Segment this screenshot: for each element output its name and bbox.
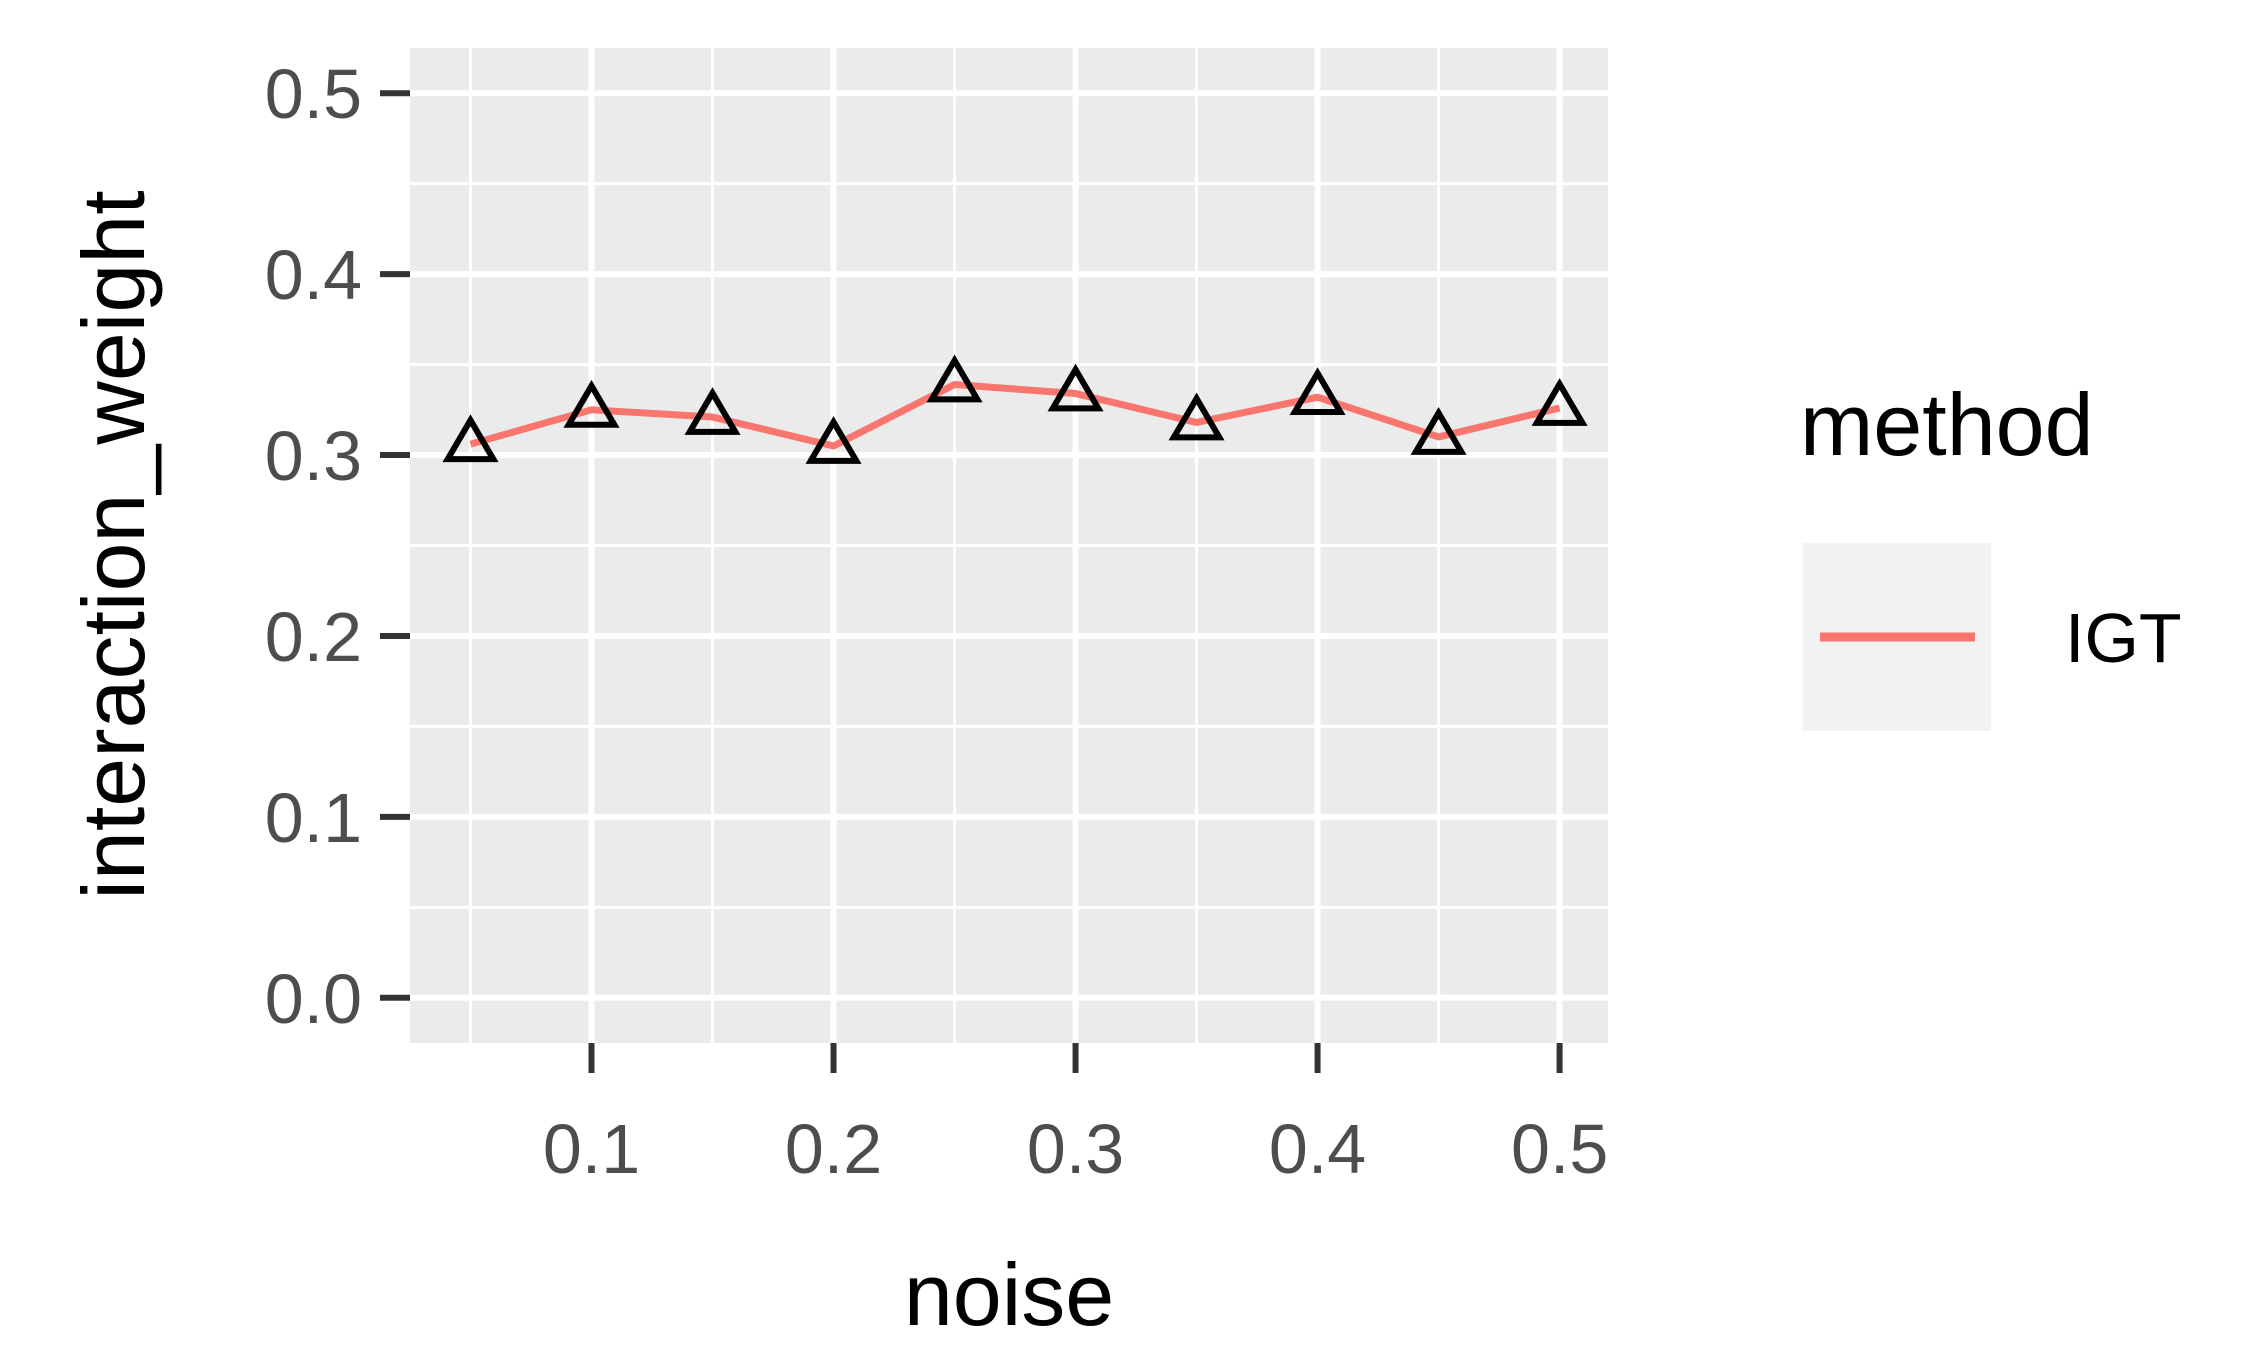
data-point bbox=[805, 416, 862, 464]
data-point bbox=[1410, 407, 1467, 455]
data-point bbox=[1289, 367, 1346, 416]
legend-title: method bbox=[1800, 375, 2094, 474]
legend-label: IGT bbox=[2065, 599, 2182, 677]
data-point bbox=[1047, 363, 1104, 412]
data-point bbox=[442, 414, 499, 463]
x-tick-label: 0.1 bbox=[543, 1110, 640, 1188]
x-tick-label: 0.3 bbox=[1027, 1110, 1124, 1188]
data-point bbox=[1168, 392, 1225, 441]
series-layer bbox=[442, 354, 1588, 464]
x-tick-label: 0.4 bbox=[1269, 1110, 1366, 1188]
y-tick-label: 0.2 bbox=[265, 598, 362, 676]
y-tick-label: 0.3 bbox=[265, 417, 362, 495]
data-point bbox=[1531, 378, 1588, 426]
y-tick-label: 0.5 bbox=[265, 55, 362, 133]
y-axis: 0.0 0.1 0.2 0.3 0.4 0.5 bbox=[265, 55, 410, 1038]
data-point bbox=[926, 354, 983, 403]
series-line bbox=[469, 380, 1561, 450]
y-tick-label: 0.1 bbox=[265, 779, 362, 857]
grid-major bbox=[410, 48, 1608, 1043]
data-point bbox=[563, 379, 620, 428]
y-axis-title: interaction_weight bbox=[64, 190, 163, 899]
x-axis-title: noise bbox=[904, 1245, 1114, 1344]
legend: method IGT bbox=[1800, 375, 2182, 731]
x-tick-label: 0.2 bbox=[785, 1110, 882, 1188]
grid-minor bbox=[410, 48, 1608, 1043]
y-tick-label: 0.4 bbox=[265, 236, 362, 314]
data-point bbox=[684, 387, 741, 435]
y-tick-label: 0.0 bbox=[265, 960, 362, 1038]
x-axis: 0.1 0.2 0.3 0.4 0.5 bbox=[543, 1043, 1608, 1188]
x-tick-label: 0.5 bbox=[1511, 1110, 1608, 1188]
